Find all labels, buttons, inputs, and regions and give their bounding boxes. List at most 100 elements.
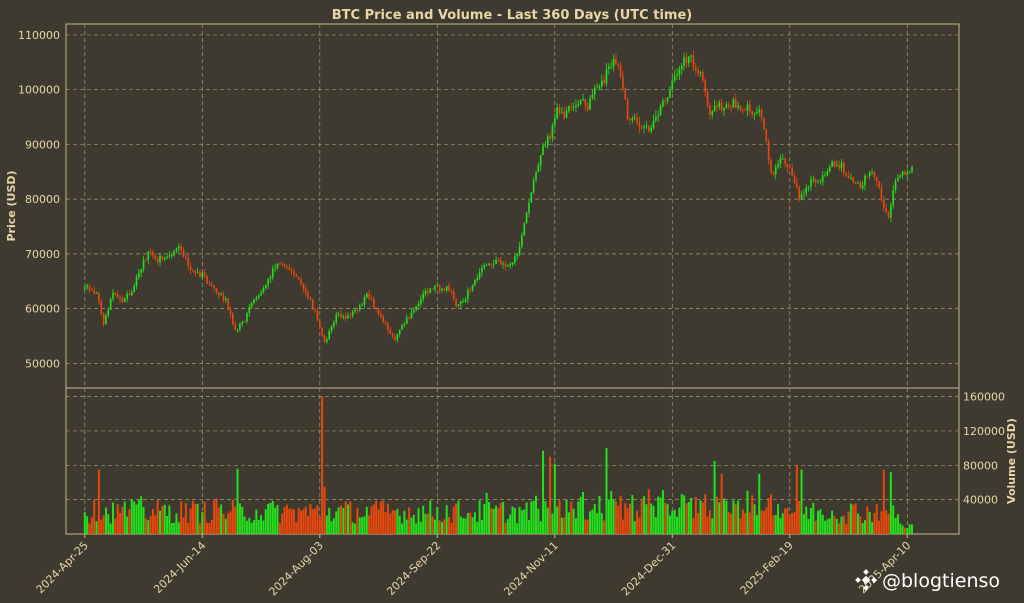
candle-body: [316, 310, 319, 321]
volume-bar: [593, 504, 596, 534]
candle-body: [685, 57, 688, 63]
candle-body: [763, 117, 765, 130]
volume-bar: [206, 522, 208, 534]
candle-body: [267, 279, 269, 285]
candle-body: [680, 65, 683, 70]
volume-bar: [685, 503, 688, 534]
candle-body: [358, 305, 361, 311]
candle-body: [586, 104, 589, 110]
volume-bar: [560, 517, 563, 534]
candle-body: [756, 112, 758, 114]
candle-body: [662, 100, 664, 107]
volume-bar: [194, 503, 197, 534]
candle-body: [911, 166, 913, 173]
candle-body: [159, 255, 161, 263]
candle-body: [224, 298, 227, 300]
candle-body: [126, 293, 128, 299]
volume-bar: [699, 500, 702, 534]
candle-body: [185, 257, 187, 259]
volume-bar: [410, 517, 413, 534]
volume-bar: [640, 499, 643, 534]
volume-bar: [466, 512, 469, 534]
candle-body: [220, 294, 222, 296]
candle-body: [311, 299, 314, 310]
candle-body: [168, 255, 171, 257]
volume-bar: [715, 496, 718, 534]
candle-body: [467, 290, 469, 300]
candle-body: [365, 293, 368, 297]
candle-body: [786, 163, 789, 168]
x-tick-label: 2024-Sep-22: [384, 539, 443, 598]
candle-body: [563, 112, 566, 118]
volume-bar: [798, 500, 801, 534]
volume-bar: [276, 505, 279, 534]
candle-body: [206, 276, 208, 284]
candle-body: [885, 208, 887, 213]
volume-bar: [887, 513, 890, 534]
volume-bar: [497, 508, 500, 534]
volume-bar: [854, 503, 857, 534]
candle-body: [210, 284, 213, 286]
candle-body: [91, 290, 93, 292]
volume-bar: [368, 515, 371, 534]
volume-bar: [882, 469, 885, 534]
candle-body: [772, 172, 775, 175]
volume-bar: [83, 512, 86, 534]
candle-body: [88, 285, 91, 291]
volume-bar: [901, 525, 904, 534]
volume-bar: [156, 500, 159, 534]
volume-bar: [473, 512, 476, 534]
volume-bar: [516, 523, 519, 534]
candle-body: [859, 183, 862, 189]
volume-bar: [868, 511, 871, 534]
candle-body: [370, 298, 373, 300]
candle-body: [342, 316, 345, 318]
candle-body: [450, 290, 453, 292]
volume-bar: [826, 519, 829, 534]
candle-body: [831, 161, 833, 167]
volume-bar: [828, 518, 831, 534]
candle-body: [826, 171, 829, 176]
candle-body: [833, 161, 836, 167]
volume-bar: [791, 512, 794, 534]
x-tick-label: 2025-Feb-19: [738, 539, 796, 597]
candle-body: [852, 177, 855, 183]
candle-body: [687, 56, 690, 63]
volume-bar: [238, 503, 241, 534]
volume-bar: [852, 504, 855, 534]
candle-body: [429, 288, 432, 293]
volume-bar: [304, 506, 307, 534]
x-axis-tick-labels: 2024-Apr-25 2024-Jun-14 2024-Aug-03 2024-Se…: [34, 534, 913, 598]
candle-body: [779, 158, 782, 165]
candle-body: [163, 257, 166, 259]
candle-body: [704, 80, 707, 93]
volume-bar: [654, 516, 657, 534]
candle-body: [337, 314, 340, 315]
candle-body: [821, 175, 824, 182]
volume-bar: [140, 496, 143, 534]
volume-bar: [431, 516, 434, 534]
volume-bar: [807, 519, 810, 534]
volume-bar: [370, 506, 373, 534]
candle-body: [431, 288, 434, 290]
volume-bar: [553, 463, 556, 534]
candle-body: [170, 255, 173, 256]
candle-body: [396, 334, 399, 340]
candle-body: [546, 136, 549, 146]
candle-body: [323, 335, 326, 342]
volume-bar: [650, 503, 653, 534]
candle-body: [309, 298, 312, 300]
volume-bar: [292, 509, 295, 534]
volume-bar: [480, 519, 483, 534]
volume-bar: [88, 523, 91, 534]
candle-body: [793, 175, 796, 183]
volume-bar: [647, 489, 650, 534]
volume-bar: [849, 503, 852, 534]
volume-bar: [220, 504, 223, 534]
volume-bar: [527, 520, 530, 534]
candle-body: [603, 80, 605, 84]
volume-bar: [436, 507, 439, 534]
price-grid: [66, 24, 959, 388]
candle-body: [575, 105, 577, 108]
candle-body: [255, 297, 258, 300]
